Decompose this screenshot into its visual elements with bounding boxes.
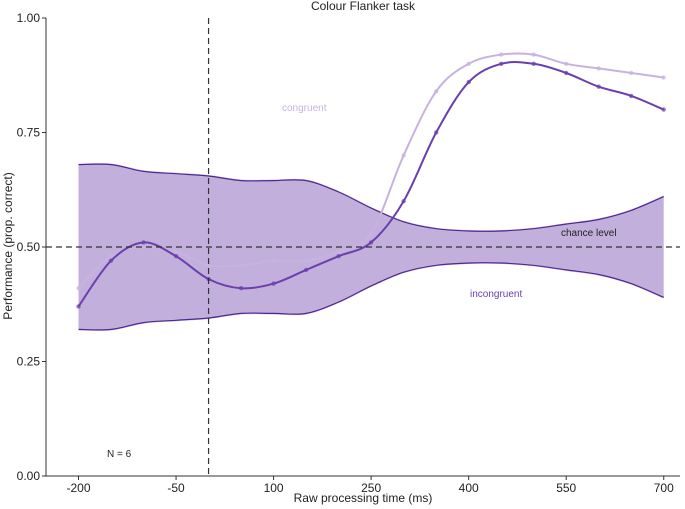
x-tick-label-4: 400 (459, 481, 479, 495)
x-tick-label-3: 250 (361, 481, 381, 495)
x-tick-label-2: 100 (264, 481, 284, 495)
y-tick-label-2: 0.50 (17, 240, 41, 254)
y-tick-label-1: 0.25 (17, 355, 41, 369)
line-congruent (77, 52, 664, 289)
y-tick-label-0: 0.00 (17, 469, 41, 483)
band-lower-edge (78, 262, 664, 331)
incongruent-label: incongruent (470, 289, 522, 300)
chart-title: Colour Flanker task (311, 0, 416, 13)
y-tick-label-3: 0.75 (17, 126, 41, 140)
plot-area: -200 -50 100 250 400 550 700 0.00 0.25 0.50 0.75 1.… (17, 11, 680, 495)
n-label: N = 6 (107, 449, 132, 460)
y-tick-label-4: 1.00 (17, 11, 41, 25)
chance-level-label: chance level (561, 228, 617, 239)
x-tick-label-0: -200 (66, 481, 90, 495)
x-tick-label-1: -50 (167, 481, 185, 495)
congruent-label: congruent (282, 103, 327, 114)
x-tick-label-5: 550 (556, 481, 576, 495)
line-incongruent (77, 61, 665, 308)
band-upper-edge (78, 163, 664, 232)
y-axis-title: Performance (prop. correct) (1, 172, 15, 319)
x-tick-label-6: 700 (654, 481, 674, 495)
x-axis-title: Raw processing time (ms) (294, 491, 433, 505)
